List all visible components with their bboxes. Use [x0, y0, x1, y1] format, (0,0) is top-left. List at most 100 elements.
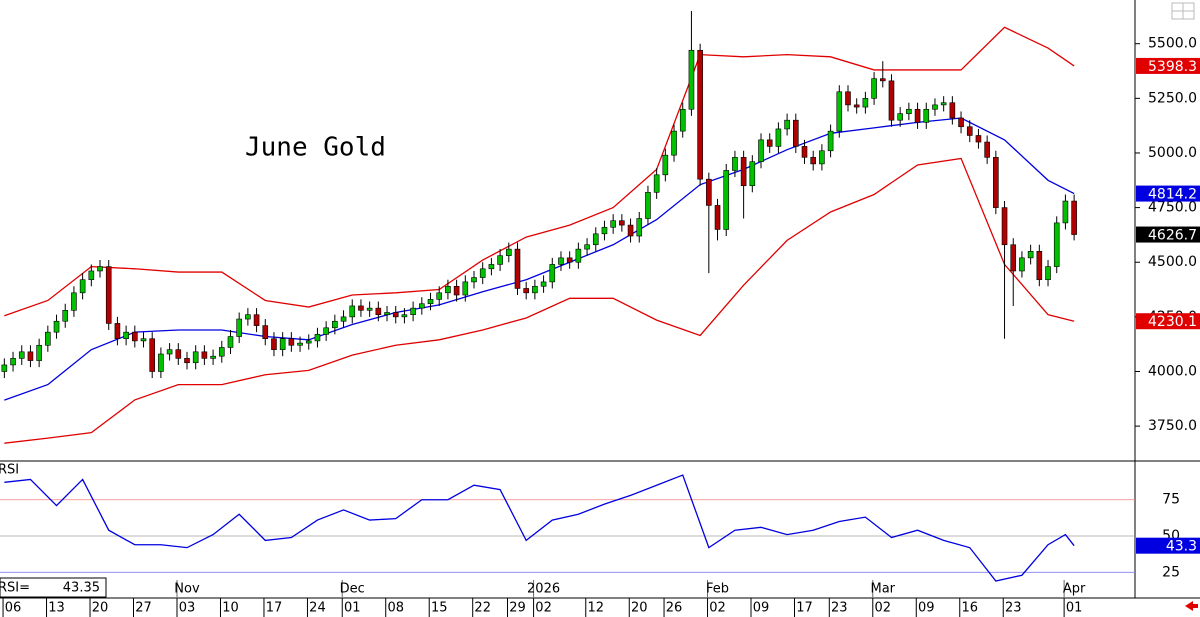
candle-body	[18, 351, 25, 359]
candle-body	[958, 117, 964, 128]
candle-body	[1062, 200, 1069, 224]
candle-body	[984, 141, 990, 158]
price-badge	[1136, 313, 1200, 330]
chart-title: June Gold	[245, 133, 386, 163]
candle-body	[88, 270, 95, 281]
candle-body	[523, 288, 529, 294]
price-badge	[1136, 185, 1200, 202]
candle-body	[723, 170, 730, 230]
candle-body	[175, 349, 182, 359]
candle-body	[888, 80, 895, 121]
candle-body	[375, 307, 382, 315]
y-tick-label: 3750.0	[1148, 418, 1197, 434]
candle-body	[653, 174, 660, 193]
month-label: Nov	[174, 582, 200, 597]
price-badge-label: 43.3	[1166, 539, 1197, 555]
candle-body	[236, 318, 242, 337]
candle-body	[993, 157, 999, 208]
settings-icon[interactable]	[1171, 2, 1195, 20]
x-tick-label: 09	[753, 601, 770, 616]
price-badge	[1136, 226, 1200, 243]
candle-body	[819, 150, 825, 165]
y-tick-label: 5500.0	[1148, 36, 1197, 52]
y-tick-label: 75	[1162, 492, 1180, 508]
candle-body	[775, 128, 782, 147]
candle-body	[45, 331, 51, 346]
rsi-title: RSI	[0, 463, 19, 478]
y-tick-label: 5250.0	[1148, 90, 1197, 106]
candle-body	[906, 108, 912, 114]
candle-body	[1, 364, 8, 372]
candle-body	[697, 49, 703, 180]
candle-body	[453, 285, 460, 296]
candle-body	[566, 257, 573, 263]
price-badge-label: 4626.7	[1148, 228, 1197, 244]
candle-body	[114, 323, 121, 340]
candle-body	[740, 157, 747, 187]
candle-body	[532, 285, 538, 294]
x-tick-label: 02	[875, 601, 892, 616]
candle-body	[1027, 251, 1034, 259]
candle-body	[262, 325, 269, 340]
x-tick-label: 06	[5, 601, 22, 616]
x-tick-label: 24	[309, 601, 326, 616]
candle-body	[801, 146, 808, 158]
y-tick-label: 4750.0	[1148, 200, 1197, 216]
candle-body	[645, 192, 651, 219]
candle-body	[158, 353, 164, 372]
candle-body	[732, 157, 738, 171]
candle-body	[940, 102, 947, 106]
band-line	[4, 26, 1075, 317]
candle-body	[184, 358, 190, 364]
scroll-arrow[interactable]	[1185, 601, 1198, 611]
candle-body	[975, 135, 982, 143]
candle-body	[636, 218, 643, 237]
month-label: Mar	[871, 582, 896, 597]
band-line	[4, 157, 1075, 444]
x-tick-label: 26	[666, 601, 683, 616]
month-label: Dec	[340, 582, 365, 597]
candle-body	[445, 285, 451, 294]
candle-body	[427, 299, 434, 305]
candle-body	[10, 358, 16, 366]
candle-body	[53, 320, 60, 333]
candle-body	[488, 264, 495, 270]
candle-body	[540, 281, 547, 287]
candle-body	[784, 119, 790, 130]
candle-body	[514, 248, 521, 289]
candle-body	[662, 154, 669, 176]
candle-body	[671, 130, 677, 156]
x-tick-label: 03	[179, 601, 196, 616]
y-tick-label: 5000.0	[1148, 145, 1197, 161]
candle-body	[1036, 251, 1043, 281]
candle-body	[305, 340, 312, 344]
x-tick-label: 01	[1066, 601, 1083, 616]
candle-body	[149, 338, 156, 372]
x-tick-label: 17	[266, 601, 283, 616]
candle-body	[1045, 266, 1051, 281]
candle-body	[688, 49, 695, 110]
candle-body	[192, 351, 199, 364]
candle-body	[201, 351, 208, 359]
candle-body	[36, 344, 42, 361]
candle-body	[253, 314, 260, 326]
month-label: Apr	[1063, 582, 1086, 597]
candle-body	[279, 338, 286, 350]
x-tick-label: 09	[918, 601, 935, 616]
candle-body	[62, 310, 69, 322]
candle-body	[288, 338, 295, 346]
x-tick-label: 22	[474, 601, 491, 616]
candle-body	[166, 349, 173, 355]
candle-body	[706, 178, 712, 206]
x-tick-label: 13	[48, 601, 65, 616]
candle-body	[462, 281, 469, 296]
price-badge-label: 5398.3	[1148, 59, 1197, 75]
candle-body	[584, 244, 590, 250]
candle-body	[914, 108, 921, 123]
candle-body	[932, 104, 938, 110]
candle-body	[949, 102, 956, 119]
candle-body	[314, 334, 321, 342]
candle-body	[358, 305, 364, 311]
